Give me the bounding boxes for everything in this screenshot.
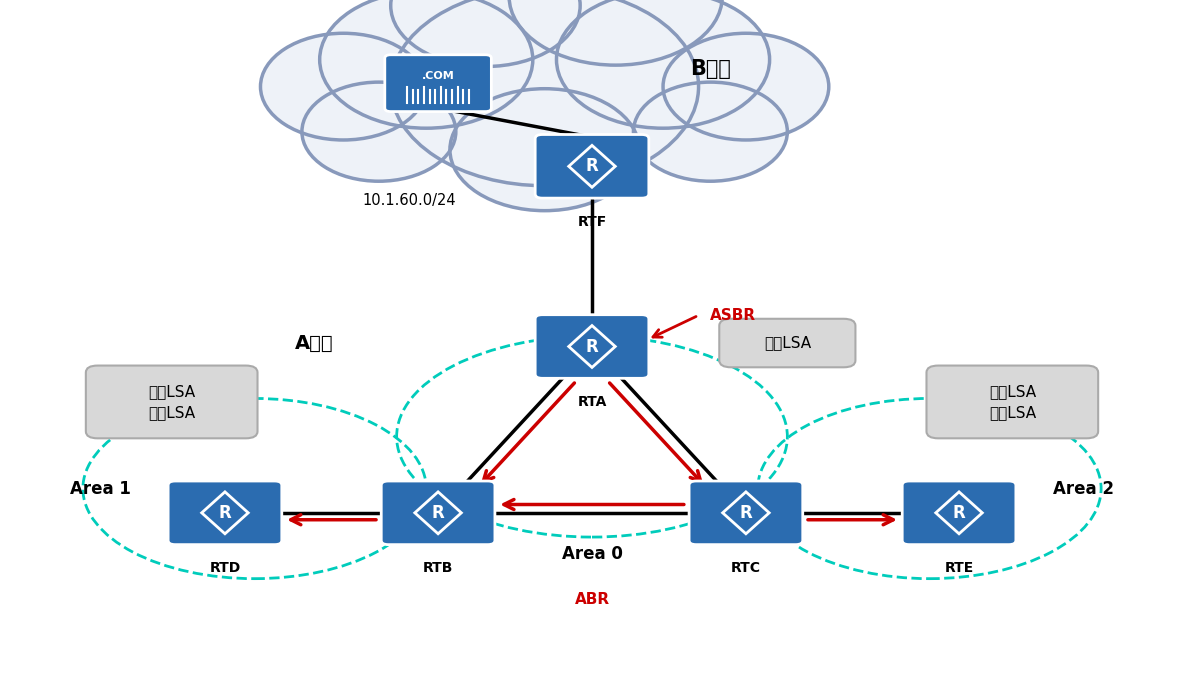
- FancyBboxPatch shape: [168, 481, 282, 545]
- Ellipse shape: [391, 0, 699, 186]
- Text: RTA: RTA: [578, 395, 606, 409]
- Text: ASBR: ASBR: [710, 308, 757, 323]
- Text: 10.1.60.0/24: 10.1.60.0/24: [362, 193, 456, 209]
- Text: 五类LSA
四类LSA: 五类LSA 四类LSA: [989, 384, 1036, 420]
- Text: R: R: [740, 504, 752, 522]
- Text: 五类LSA: 五类LSA: [764, 335, 811, 351]
- FancyBboxPatch shape: [720, 319, 855, 367]
- Text: Area 2: Area 2: [1053, 480, 1114, 498]
- FancyBboxPatch shape: [927, 366, 1099, 439]
- Text: A公司: A公司: [295, 333, 333, 353]
- FancyBboxPatch shape: [385, 55, 491, 112]
- FancyBboxPatch shape: [535, 315, 649, 378]
- Ellipse shape: [450, 89, 639, 211]
- Ellipse shape: [260, 33, 426, 140]
- Text: ABR: ABR: [574, 592, 610, 607]
- Ellipse shape: [556, 0, 770, 128]
- Ellipse shape: [302, 82, 456, 181]
- Ellipse shape: [391, 0, 580, 67]
- Text: RTF: RTF: [578, 215, 606, 229]
- Ellipse shape: [509, 0, 722, 65]
- Text: R: R: [586, 337, 598, 356]
- Text: RTB: RTB: [423, 561, 453, 575]
- Ellipse shape: [663, 33, 829, 140]
- Ellipse shape: [320, 0, 533, 128]
- FancyBboxPatch shape: [381, 481, 495, 545]
- Text: RTD: RTD: [210, 561, 240, 575]
- Text: R: R: [219, 504, 231, 522]
- Text: R: R: [953, 504, 965, 522]
- Text: R: R: [586, 157, 598, 175]
- Text: RTC: RTC: [731, 561, 761, 575]
- FancyBboxPatch shape: [689, 481, 803, 545]
- Text: .COM: .COM: [422, 71, 455, 81]
- FancyBboxPatch shape: [85, 366, 258, 439]
- Text: Area 1: Area 1: [70, 480, 131, 498]
- Ellipse shape: [633, 82, 787, 181]
- Text: RTE: RTE: [945, 561, 973, 575]
- Text: 五类LSA
四类LSA: 五类LSA 四类LSA: [148, 384, 195, 420]
- Text: Area 0: Area 0: [561, 545, 623, 563]
- FancyBboxPatch shape: [902, 481, 1016, 545]
- FancyBboxPatch shape: [535, 134, 649, 198]
- Text: B公司: B公司: [690, 60, 731, 79]
- Text: R: R: [432, 504, 444, 522]
